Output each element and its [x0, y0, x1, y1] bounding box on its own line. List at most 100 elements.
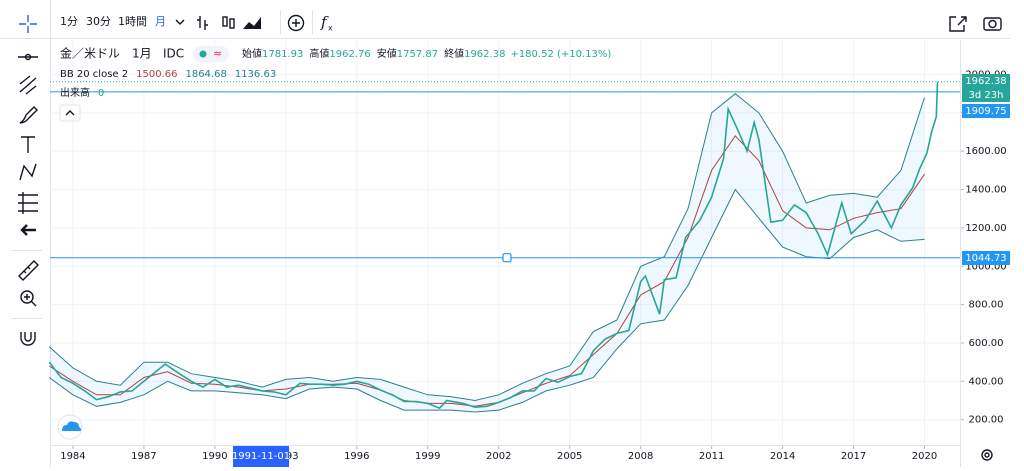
ohlc-change: +180.52 (+10.13%) [510, 49, 611, 60]
candle-icon [229, 18, 235, 29]
y-tick-label: 800.00 [969, 300, 1004, 311]
price-label: 1044.73 [965, 253, 1006, 264]
candle-style-button[interactable] [222, 16, 235, 29]
fx-icon: x [328, 24, 333, 33]
volume-legend: 出来高 0 [60, 86, 104, 99]
line-icon [24, 53, 32, 61]
back-tool[interactable] [20, 224, 36, 236]
series-line [49, 188, 925, 413]
indicator-value: 1136.63 [235, 69, 276, 80]
ohlc-value: 1962.38 [464, 49, 505, 60]
brush-icon [19, 106, 38, 124]
ohlc-label: 終値 [444, 47, 464, 60]
text-icon [21, 136, 35, 153]
interval-dropdown[interactable] [175, 19, 185, 25]
zoom-icon [20, 290, 34, 304]
magnet-tool[interactable] [20, 332, 36, 346]
snapshot-button[interactable] [983, 17, 1002, 31]
gear-icon [984, 452, 990, 458]
ohlc-value: 1781.93 [262, 49, 303, 60]
crosshair-tool[interactable] [19, 15, 37, 33]
ohlc-label: 始値 [242, 47, 262, 60]
text-tool[interactable] [21, 136, 35, 153]
collapse-legend-button[interactable] [59, 104, 81, 122]
plot-area [48, 40, 960, 445]
interval-button-active[interactable]: 月 [155, 15, 166, 28]
x-tick-label: 1984 [60, 451, 85, 462]
bars-icon [197, 16, 208, 30]
countdown-bg [962, 88, 1010, 102]
status-badge [193, 46, 229, 62]
band-fill [49, 93, 925, 413]
line-tool[interactable] [18, 53, 38, 61]
plus [292, 19, 300, 27]
crosshair-label-bg [233, 446, 289, 467]
y-tick-label: 1000.00 [965, 261, 1006, 272]
volume-name: 出来高 [60, 86, 90, 99]
fullscreen-button[interactable] [949, 16, 967, 32]
x-tick-label: 2014 [770, 451, 795, 462]
indicator-name: BB 20 close 2 [60, 69, 128, 80]
y-tick-label: 200.00 [969, 415, 1004, 426]
pattern-icon [19, 163, 37, 181]
indicator-legend: BB 20 close 2 1500.66 1864.68 1136.63 [60, 69, 276, 80]
candle-icon [222, 16, 228, 27]
arrow-icon [20, 224, 36, 236]
price-label-bg [962, 251, 1010, 265]
x-tick-label: 1999 [415, 451, 440, 462]
prediction-tool[interactable] [18, 192, 38, 214]
y-tick-label: 1600.00 [965, 146, 1006, 157]
series-line [48, 93, 925, 402]
price-label: 1909.75 [965, 106, 1006, 117]
x-tick-label: 1987 [131, 451, 156, 462]
ohlc: 始値1781.93 高値1962.76 安値1757.87 終値1962.38 +180… [242, 47, 611, 60]
logo [57, 414, 83, 440]
settings-button[interactable] [981, 449, 993, 461]
interval-button[interactable]: 1時間 [118, 15, 147, 28]
ohlc-label: 高値 [309, 47, 329, 60]
y-tick-label: 1200.00 [965, 223, 1006, 234]
crosshair-icon [19, 15, 37, 33]
crosshair-label: 1991-11-01 [232, 451, 290, 462]
expand-icon [949, 16, 967, 32]
bar-style-button[interactable] [197, 16, 208, 30]
interval-button[interactable]: 30分 [86, 15, 111, 28]
x-tick-label: 2002 [486, 451, 511, 462]
y-tick-label: 400.00 [969, 376, 1004, 387]
prediction-icon [18, 192, 38, 214]
ohlc-label: 安値 [377, 47, 397, 60]
price-label: 1962.38 [965, 76, 1006, 87]
zoom-icon [24, 294, 37, 307]
button-box [59, 104, 81, 122]
source: IDC [163, 47, 184, 61]
area-icon [243, 17, 261, 29]
add-indicator-button[interactable] [287, 14, 305, 32]
fx-icon: f [320, 13, 329, 31]
series-line [48, 81, 939, 410]
delay-icon: ≈ [213, 47, 222, 60]
fib-tool[interactable] [19, 75, 37, 95]
brush-tool[interactable] [19, 106, 38, 124]
x-tick-label: 2008 [628, 451, 653, 462]
interval: 1月 [132, 47, 152, 61]
indicator-value: 1864.68 [185, 69, 226, 80]
measure-tool[interactable] [18, 260, 39, 281]
ruler-icon [18, 260, 39, 281]
x-tick-label: 1996 [344, 451, 369, 462]
volume-value: 0 [98, 88, 104, 99]
ohlc-value: 1962.76 [329, 49, 370, 60]
gear-icon [981, 449, 993, 461]
logo-cloud [62, 421, 81, 431]
area-style-button[interactable] [243, 17, 261, 29]
y-tick-label: 600.00 [969, 338, 1004, 349]
countdown-label: 3d 23h [969, 90, 1004, 101]
magnet-icon [20, 332, 36, 346]
pattern-tool[interactable] [19, 163, 37, 181]
interval-button[interactable]: 1分 [60, 15, 78, 28]
price-label-bg [962, 104, 1010, 118]
zoom-tool[interactable] [20, 290, 37, 307]
line-handle [502, 253, 512, 263]
plus-circle [287, 14, 305, 32]
